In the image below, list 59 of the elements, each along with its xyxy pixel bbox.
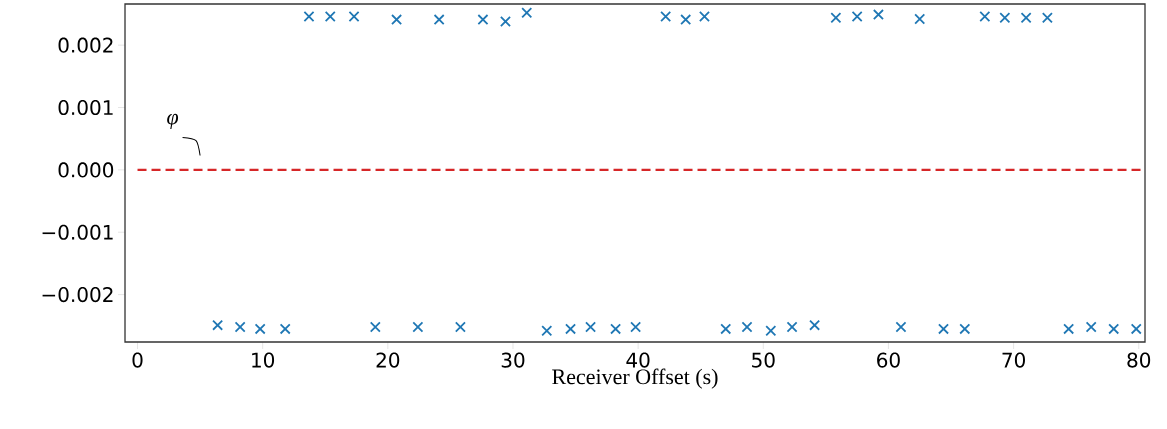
point: [1020, 12, 1032, 24]
y-tick-label: 0.002: [58, 37, 113, 53]
point: [680, 14, 692, 26]
point: [1063, 323, 1075, 335]
point: [786, 321, 798, 333]
point: [303, 10, 315, 22]
point: [610, 323, 622, 335]
ref-line-label: φ: [167, 113, 179, 129]
point: [851, 10, 863, 22]
point: [369, 321, 381, 333]
point: [234, 321, 246, 333]
point: [499, 15, 511, 27]
point: [254, 323, 266, 335]
point: [765, 325, 777, 337]
point: [720, 323, 732, 335]
x-tick-label: 30: [501, 352, 525, 368]
point: [348, 10, 360, 22]
point: [1085, 321, 1097, 333]
point: [979, 10, 991, 22]
point: [565, 323, 577, 335]
point: [630, 321, 642, 333]
point: [433, 14, 445, 26]
x-tick-label: 50: [752, 352, 775, 368]
point: [454, 321, 466, 333]
point: [895, 321, 907, 333]
x-tick-label: 0: [132, 352, 143, 368]
point: [660, 10, 672, 22]
point: [809, 319, 821, 331]
y-tick-label: −0.001: [42, 224, 113, 240]
point: [1041, 12, 1053, 24]
point: [830, 12, 842, 24]
x-tick-label: 10: [252, 352, 275, 368]
x-tick-label: 20: [376, 352, 400, 368]
point: [324, 10, 336, 22]
point: [999, 12, 1011, 24]
y-tick-label: 0.001: [58, 99, 113, 116]
point: [1130, 323, 1142, 335]
point: [698, 10, 710, 22]
point: [412, 321, 424, 333]
point: [212, 319, 224, 331]
point: [1108, 323, 1120, 335]
y-tick-label: 0.000: [58, 162, 114, 178]
point: [279, 323, 291, 335]
y-tick-label: −0.002: [42, 287, 113, 303]
x-axis-title: Receiver Offset (s): [552, 368, 718, 389]
point: [938, 323, 949, 335]
point: [741, 321, 753, 333]
x-tick-label: 60: [877, 352, 900, 368]
point: [541, 325, 553, 337]
point: [959, 323, 971, 335]
point: [521, 7, 533, 19]
point: [585, 321, 597, 333]
point: [872, 9, 884, 21]
point: [391, 14, 403, 26]
x-tick-label: 40: [626, 352, 650, 368]
x-tick-label: 80: [1127, 352, 1151, 368]
point: [477, 14, 489, 26]
x-tick-label: 70: [1002, 352, 1025, 368]
point: [914, 13, 926, 25]
